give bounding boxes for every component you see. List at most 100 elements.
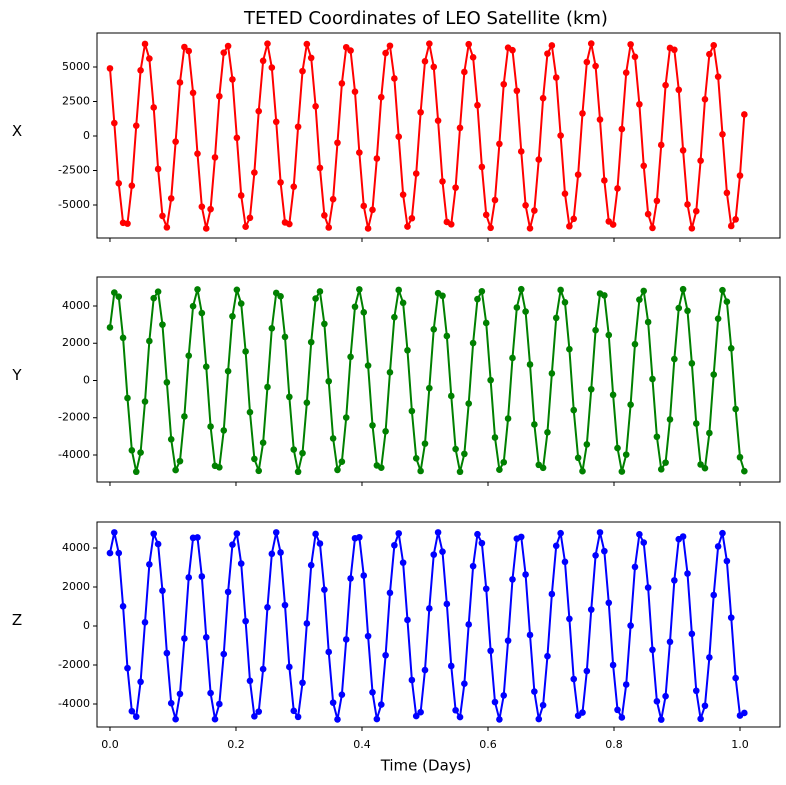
data-point [264, 40, 271, 47]
data-point [347, 47, 354, 54]
data-point [303, 40, 311, 48]
data-point [421, 58, 429, 65]
data-point [636, 296, 643, 303]
data-point [185, 352, 193, 360]
data-point [286, 663, 293, 671]
data-point [640, 162, 648, 170]
data-point [356, 286, 363, 293]
data-point [500, 692, 508, 699]
data-point [404, 347, 411, 354]
data-point [732, 674, 739, 682]
data-point [294, 123, 302, 131]
data-point [115, 549, 123, 557]
data-point [325, 648, 333, 656]
data-point [251, 169, 258, 176]
data-point [741, 709, 748, 717]
data-point [714, 315, 722, 322]
y-tick-label: -4000 [58, 697, 90, 710]
data-point [631, 340, 639, 348]
data-point [181, 635, 188, 642]
data-point [237, 300, 245, 307]
data-point [736, 453, 744, 461]
data-point [211, 154, 219, 161]
data-point [539, 464, 547, 472]
data-point [421, 440, 429, 447]
data-point [111, 289, 118, 296]
data-point [194, 534, 201, 541]
data-point [452, 445, 459, 453]
data-point [268, 64, 276, 71]
data-point [189, 89, 197, 97]
data-point [684, 201, 691, 208]
x-tick-label: 0.8 [605, 738, 623, 751]
data-point [307, 561, 315, 569]
data-point [517, 148, 525, 155]
data-point [500, 458, 508, 466]
data-point [115, 180, 123, 187]
data-point [522, 308, 529, 315]
data-point [662, 81, 669, 89]
data-point [412, 455, 420, 462]
data-point [474, 101, 481, 109]
data-point [185, 574, 193, 581]
data-point [710, 371, 718, 378]
data-point [482, 319, 490, 327]
data-point [233, 134, 241, 142]
data-point [211, 715, 219, 723]
data-point [474, 530, 481, 538]
data-point [531, 688, 538, 695]
data-point [391, 75, 398, 82]
data-point [557, 286, 564, 294]
y-tick-label: 0 [83, 373, 90, 386]
data-point [592, 62, 599, 70]
data-point [382, 49, 389, 57]
data-point [727, 222, 735, 230]
data-point [723, 557, 731, 565]
data-point [684, 307, 691, 315]
data-point [426, 384, 433, 392]
data-point [452, 184, 459, 191]
y-axis-label: Y [11, 366, 22, 384]
data-point [224, 588, 232, 596]
data-point [395, 133, 403, 140]
data-point [391, 313, 398, 321]
data-point [329, 435, 337, 442]
data-point [579, 110, 586, 117]
data-point [233, 530, 241, 537]
data-point [369, 422, 376, 429]
data-point [461, 450, 468, 458]
data-point [447, 221, 455, 228]
data-point [531, 207, 538, 214]
data-point [220, 427, 228, 434]
data-point [644, 318, 652, 326]
data-point [544, 50, 551, 57]
data-point [627, 401, 634, 409]
data-point [636, 100, 643, 108]
data-point [242, 223, 249, 230]
data-point [233, 286, 241, 294]
data-point [207, 205, 214, 213]
data-point [229, 541, 236, 548]
data-point [631, 53, 639, 61]
data-point [609, 391, 617, 399]
data-point [128, 182, 136, 189]
data-point [281, 601, 289, 609]
data-point [216, 700, 223, 708]
data-point [382, 651, 389, 659]
data-point [671, 46, 678, 54]
data-point [356, 533, 363, 541]
data-point [316, 288, 324, 295]
data-point [360, 202, 368, 210]
y-tick-label: -2000 [58, 411, 90, 424]
data-point [242, 348, 249, 355]
data-point [124, 664, 131, 672]
data-point [347, 353, 354, 361]
data-point [688, 225, 696, 232]
data-point [719, 529, 726, 537]
data-point [548, 370, 556, 377]
data-point [609, 221, 617, 228]
data-point [461, 68, 468, 76]
data-point [592, 552, 599, 559]
data-point [662, 692, 669, 700]
data-point [272, 529, 280, 536]
